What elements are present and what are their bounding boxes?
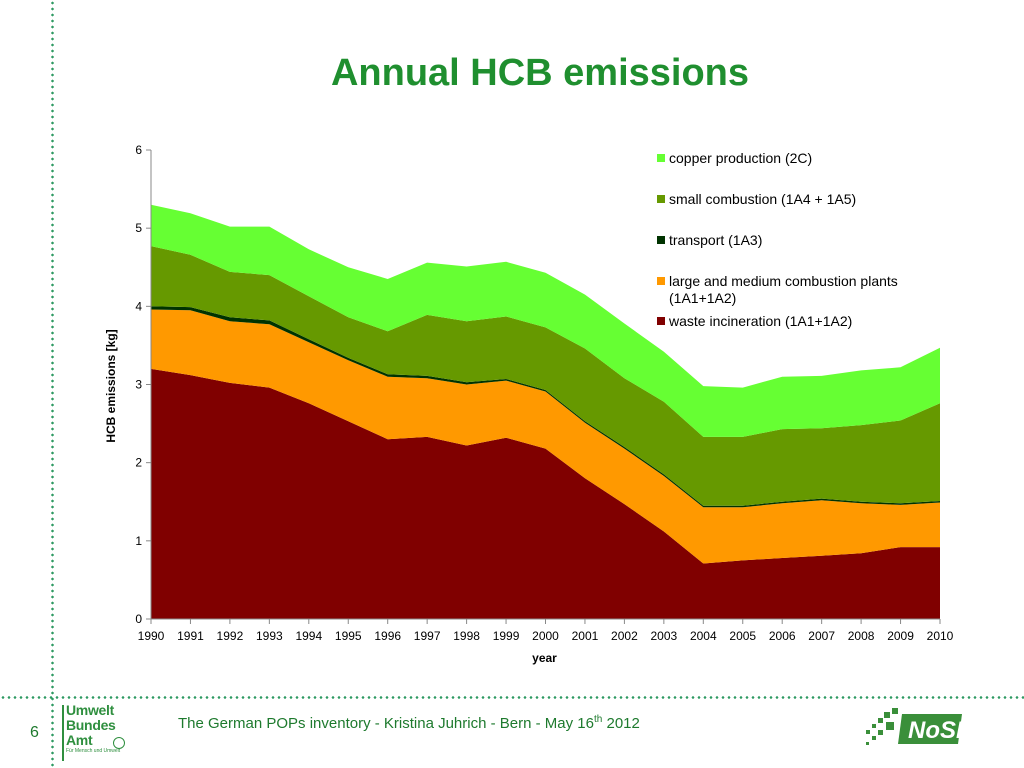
logo-line-2: Bundes [66, 717, 116, 733]
x-tick-label: 2002 [611, 629, 638, 643]
legend-label: transport (1A3) [669, 232, 762, 248]
x-tick-label: 2001 [572, 629, 599, 643]
x-tick-label: 1993 [256, 629, 283, 643]
hcb-emissions-chart: 0 1 2 3 4 5 6 1990 1991 1992 1993 1994 1995 1996 1997 1… [104, 143, 954, 665]
un-emblem-icon [113, 737, 125, 749]
y-axis-title: HCB emissions [kg] [104, 329, 118, 442]
y-tick-label: 0 [135, 612, 142, 626]
y-tick-label: 5 [135, 221, 142, 235]
dotted-vertical-divider [51, 0, 54, 768]
x-tick-label: 1991 [177, 629, 204, 643]
logo-line-1: Umwelt [66, 702, 114, 718]
footer-sup: th [593, 714, 603, 725]
chart-legend: copper production (2C) small combustion (… [657, 150, 898, 329]
legend-swatch [657, 195, 665, 203]
x-tick-label: 2005 [729, 629, 756, 643]
x-tick-label: 1995 [335, 629, 362, 643]
page-number: 6 [30, 724, 39, 741]
legend-label: small combustion (1A4 + 1A5) [669, 191, 856, 207]
x-tick-label: 2006 [769, 629, 796, 643]
x-tick-label: 1994 [295, 629, 322, 643]
y-tick-label: 1 [135, 534, 142, 548]
legend-label: copper production (2C) [669, 150, 812, 166]
x-tick-label: 2003 [650, 629, 677, 643]
slide-title: Annual HCB emissions [330, 52, 750, 94]
logo-line-3: Amt [66, 732, 93, 748]
area-series-1 [151, 309, 940, 564]
dotted-horizontal-divider [0, 696, 1024, 699]
x-tick-label: 1998 [453, 629, 480, 643]
legend-label: (1A1+1A2) [669, 290, 736, 306]
footer-main: The German POPs inventory - Kristina Juh… [178, 715, 594, 732]
area-series-0 [151, 368, 940, 619]
logo-subtitle: Für Mensch und Umwelt [66, 748, 121, 754]
nose-logo: NoSE [866, 708, 973, 745]
legend-label: waste incineration (1A1+1A2) [668, 313, 852, 329]
y-tick-label: 3 [135, 378, 142, 392]
area-series-4 [151, 204, 940, 437]
x-tick-label: 2009 [887, 629, 914, 643]
legend-swatch [657, 236, 665, 244]
x-tick-label: 2000 [532, 629, 559, 643]
x-axis-title: year [532, 651, 557, 665]
x-tick-label: 2008 [848, 629, 875, 643]
legend-swatch [657, 154, 665, 162]
y-tick-label: 2 [135, 456, 142, 470]
x-tick-label: 1997 [414, 629, 441, 643]
umweltbundesamt-logo: Umwelt Bundes Amt Für Mensch und Umwelt [62, 702, 130, 763]
x-tick-label: 2010 [927, 629, 954, 643]
y-tick-label: 6 [135, 143, 142, 157]
chart-areas [151, 204, 940, 619]
chart-axes: 0 1 2 3 4 5 6 1990 1991 1992 1993 1994 1995 1996 1997 1… [104, 143, 954, 665]
nose-logo-text: NoSE [908, 717, 973, 744]
x-tick-label: 1996 [374, 629, 401, 643]
legend-swatch [657, 317, 665, 325]
y-tick-label: 4 [135, 299, 142, 313]
x-tick-label: 2004 [690, 629, 717, 643]
footer-year: 2012 [602, 715, 640, 732]
x-tick-label: 1992 [217, 629, 244, 643]
x-tick-label: 1990 [138, 629, 165, 643]
x-tick-label: 1999 [493, 629, 520, 643]
legend-label: large and medium combustion plants [669, 273, 898, 289]
area-series-3 [151, 246, 940, 506]
x-tick-label: 2007 [808, 629, 835, 643]
footer-text: The German POPs inventory - Kristina Juh… [178, 714, 640, 732]
legend-swatch [657, 277, 665, 285]
